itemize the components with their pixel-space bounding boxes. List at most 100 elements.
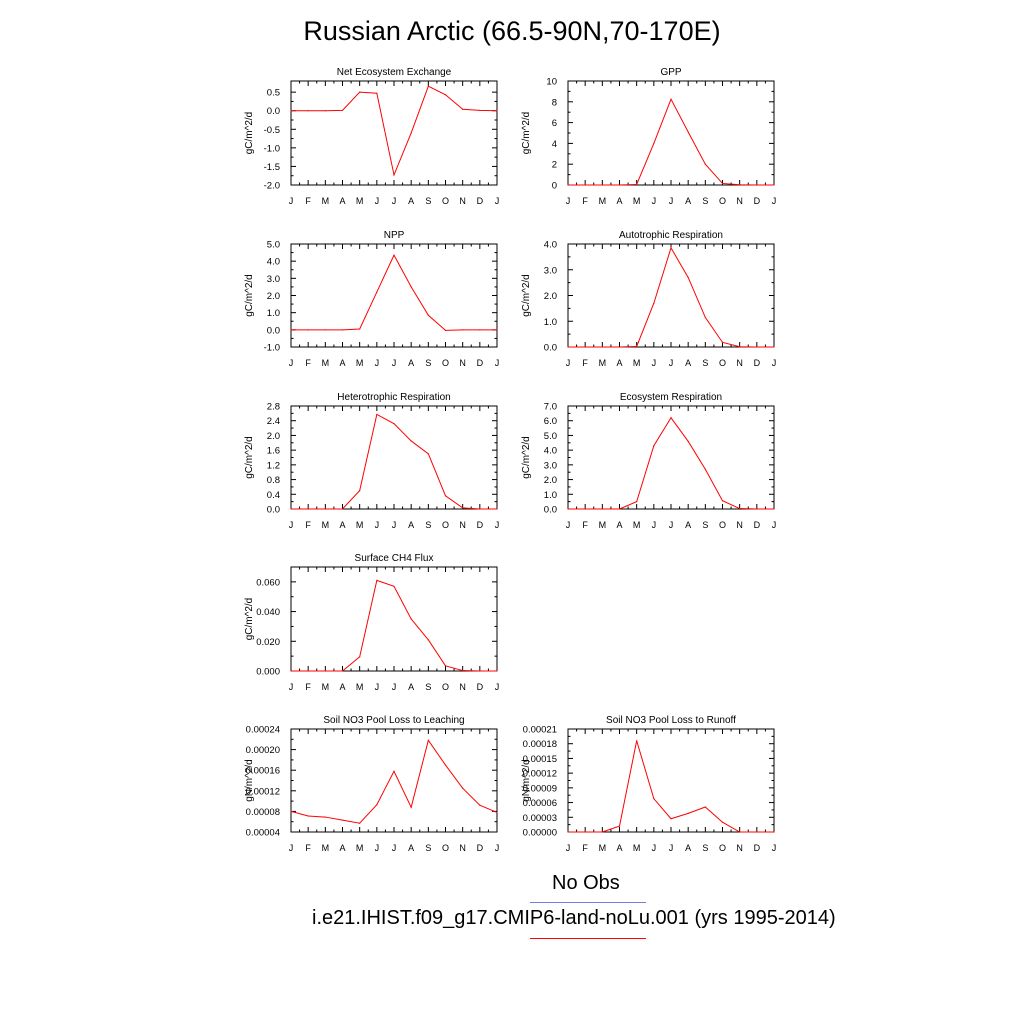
- data-point: [739, 184, 741, 186]
- data-point: [479, 109, 481, 111]
- data-point: [444, 329, 447, 331]
- x-tick-label: J: [495, 843, 500, 853]
- data-point: [410, 806, 412, 808]
- y-tick-label: 0.00004: [246, 828, 280, 839]
- data-point: [687, 440, 689, 442]
- data-point: [359, 91, 361, 93]
- y-tick-label: 5.0: [267, 240, 280, 251]
- y-tick-label: 0.00015: [523, 754, 557, 765]
- y-axis-label: gC/m^2/d: [521, 436, 532, 479]
- data-point: [444, 665, 447, 667]
- x-tick-label: J: [566, 843, 571, 853]
- data-point: [739, 507, 741, 510]
- y-tick-label: 10: [546, 77, 557, 88]
- data-point: [704, 163, 706, 165]
- data-point: [567, 346, 569, 348]
- data-point: [427, 314, 429, 316]
- y-axis-label: gN/m^2/d: [244, 759, 255, 802]
- x-tick-label: M: [356, 520, 364, 530]
- panel-title: Net Ecosystem Exchange: [337, 67, 452, 78]
- data-point: [479, 670, 481, 672]
- x-tick-label: O: [719, 358, 726, 368]
- y-tick-label: 0.060: [256, 577, 280, 588]
- x-tick-label: J: [289, 682, 294, 692]
- x-tick-label: N: [459, 358, 466, 368]
- x-tick-label: M: [322, 520, 330, 530]
- x-tick-label: D: [754, 196, 761, 206]
- data-point: [739, 346, 741, 348]
- x-tick-label: J: [652, 196, 657, 206]
- data-point: [653, 798, 655, 800]
- y-tick-label: 1.2: [267, 460, 280, 471]
- data-point: [393, 174, 395, 176]
- y-axis-label: gN/m^2/d: [521, 759, 532, 802]
- data-point: [721, 341, 724, 343]
- data-point: [427, 739, 429, 741]
- x-tick-label: A: [616, 520, 622, 530]
- data-point: [773, 346, 775, 348]
- x-tick-label: N: [736, 843, 743, 853]
- data-point: [376, 413, 378, 416]
- data-point: [567, 184, 569, 186]
- x-tick-label: J: [375, 196, 380, 206]
- y-tick-label: 2.0: [544, 475, 557, 486]
- x-tick-label: N: [459, 520, 466, 530]
- y-tick-label: -1.0: [264, 143, 280, 154]
- x-tick-label: J: [289, 520, 294, 530]
- x-tick-label: J: [289, 843, 294, 853]
- x-tick-label: J: [566, 520, 571, 530]
- x-tick-label: M: [599, 196, 607, 206]
- data-point: [704, 316, 706, 318]
- y-tick-label: 3.0: [544, 460, 557, 471]
- data-point: [479, 329, 481, 331]
- data-point: [584, 346, 586, 348]
- y-tick-label: 2.0: [544, 291, 557, 302]
- x-tick-label: M: [633, 196, 641, 206]
- x-tick-label: A: [685, 196, 691, 206]
- x-tick-label: J: [289, 196, 294, 206]
- page-title: Russian Arctic (66.5-90N,70-170E): [303, 16, 721, 46]
- x-tick-label: J: [669, 196, 674, 206]
- y-tick-label: 8: [552, 97, 557, 108]
- y-tick-label: 0.00020: [246, 745, 280, 756]
- data-point: [636, 501, 638, 503]
- data-point: [359, 490, 361, 492]
- data-point: [721, 821, 724, 823]
- x-tick-label: M: [633, 843, 641, 853]
- x-tick-label: J: [669, 358, 674, 368]
- x-tick-label: A: [408, 358, 414, 368]
- x-tick-label: N: [736, 520, 743, 530]
- x-tick-label: S: [702, 196, 708, 206]
- data-point: [307, 329, 309, 331]
- data-point: [584, 831, 586, 833]
- x-tick-label: S: [702, 358, 708, 368]
- y-tick-label: 0.00006: [523, 798, 557, 809]
- y-tick-label: 0.040: [256, 607, 280, 618]
- y-tick-label: 2: [552, 160, 557, 171]
- x-tick-label: F: [305, 520, 311, 530]
- y-tick-label: -0.5: [264, 125, 280, 136]
- y-tick-label: 6.0: [544, 416, 557, 427]
- data-point: [756, 346, 758, 348]
- data-point: [290, 670, 292, 672]
- data-point: [636, 345, 638, 348]
- x-tick-label: A: [339, 358, 345, 368]
- data-point: [341, 109, 344, 111]
- y-tick-label: 2.0: [267, 431, 280, 442]
- data-point: [341, 329, 344, 331]
- y-tick-label: 0.4: [267, 490, 280, 501]
- x-tick-label: J: [392, 682, 397, 692]
- plot-frame: [290, 243, 498, 348]
- y-axis-label: gC/m^2/d: [244, 598, 255, 641]
- x-tick-label: F: [305, 843, 311, 853]
- x-tick-label: J: [392, 358, 397, 368]
- data-point: [410, 618, 412, 620]
- series-line: [291, 579, 497, 672]
- data-point: [636, 183, 638, 186]
- series-line: [568, 416, 774, 510]
- y-tick-label: 1.6: [267, 446, 280, 457]
- x-tick-label: D: [477, 520, 484, 530]
